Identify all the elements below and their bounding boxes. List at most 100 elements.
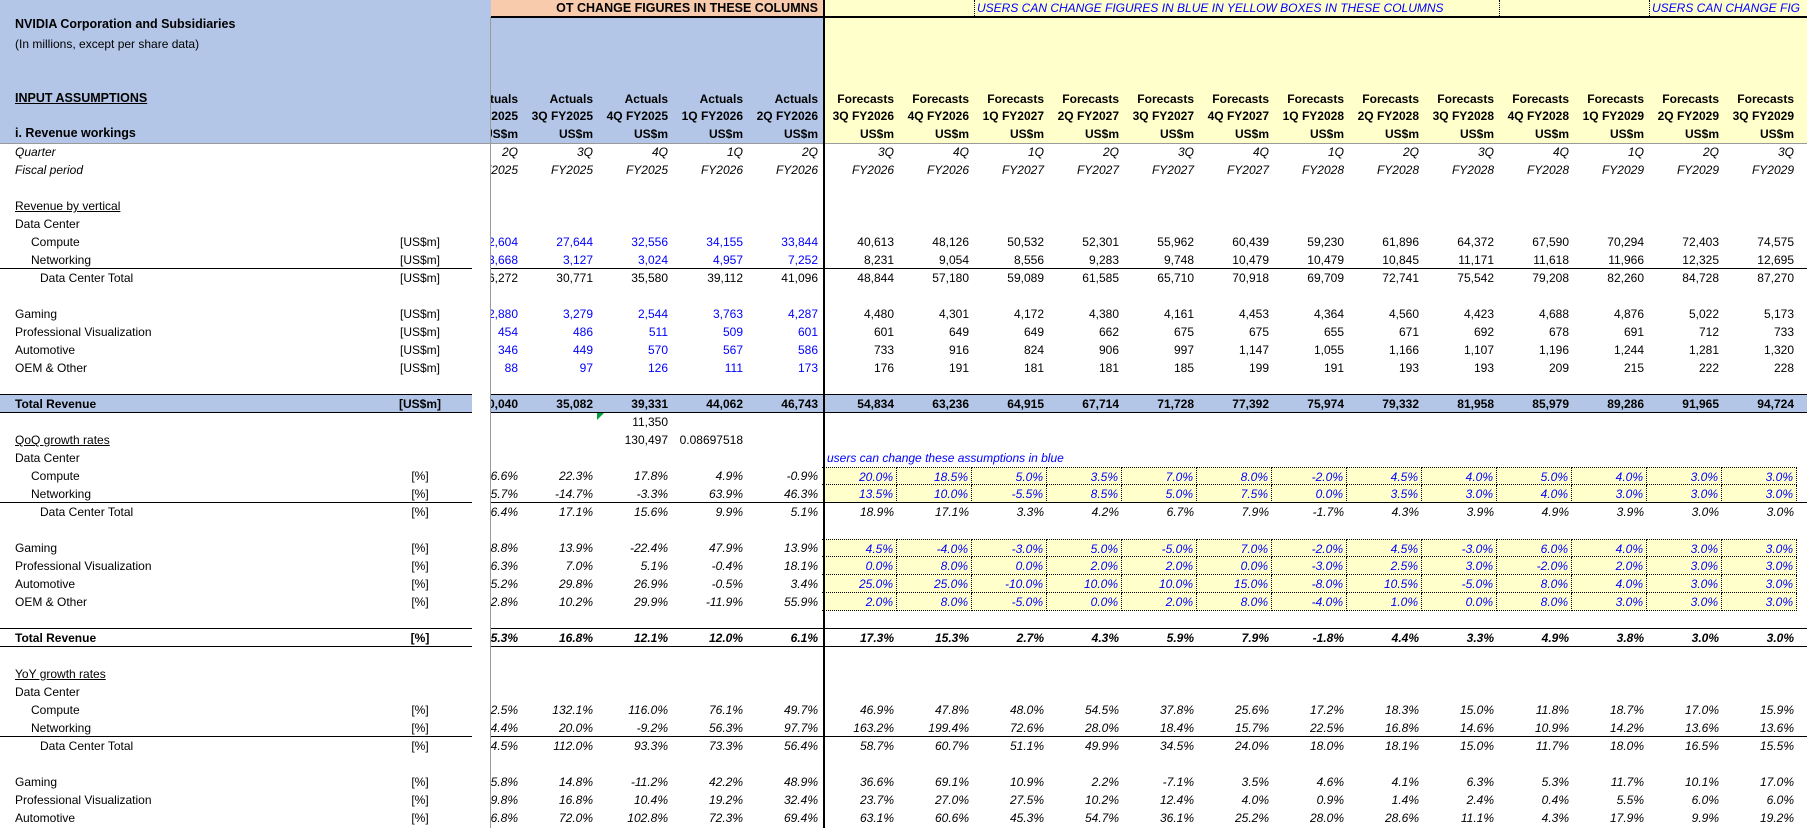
- assumption-input-cell[interactable]: 7.5%: [1197, 485, 1272, 503]
- column-header-type: Actuals: [521, 90, 596, 108]
- cell-value: 191: [1272, 359, 1347, 377]
- assumption-input-cell[interactable]: -3.0%: [1422, 539, 1497, 557]
- assumption-input-cell[interactable]: 4.0%: [1572, 575, 1647, 593]
- assumption-input-cell[interactable]: 8.0%: [1197, 467, 1272, 485]
- assumption-input-cell[interactable]: -4.0%: [897, 539, 972, 557]
- comment-indicator-icon[interactable]: [597, 413, 604, 420]
- assumption-input-cell[interactable]: 0.0%: [1047, 593, 1122, 611]
- assumption-input-cell[interactable]: -5.0%: [1122, 539, 1197, 557]
- assumption-input-cell[interactable]: 8.0%: [897, 557, 972, 575]
- assumption-input-cell[interactable]: -3.0%: [1272, 557, 1347, 575]
- cell-text: 3Q: [576, 145, 593, 159]
- assumption-input-cell[interactable]: 7.0%: [1122, 467, 1197, 485]
- assumption-input-cell[interactable]: 20.0%: [822, 467, 897, 485]
- assumption-input-cell[interactable]: -8.0%: [1272, 575, 1347, 593]
- assumption-input-cell[interactable]: 8.0%: [1497, 575, 1572, 593]
- cell-text: 7.0%: [565, 559, 593, 573]
- assumption-input-cell[interactable]: 8.5%: [1047, 485, 1122, 503]
- assumption-input-cell[interactable]: 5.0%: [1047, 539, 1122, 557]
- assumption-input-cell[interactable]: -5.5%: [972, 485, 1047, 503]
- assumption-input-cell[interactable]: 3.5%: [1347, 485, 1422, 503]
- cell-value: 9,748: [1122, 251, 1197, 269]
- assumption-input-cell[interactable]: 3.0%: [1422, 485, 1497, 503]
- assumption-input-cell[interactable]: 2.5%: [1347, 557, 1422, 575]
- cell-value: 163.2%: [822, 719, 897, 737]
- cell-value: 59,230: [1272, 233, 1347, 251]
- cell-text: 52,301: [1082, 235, 1119, 249]
- assumption-input-cell[interactable]: 0.0%: [822, 557, 897, 575]
- assumption-input-cell[interactable]: 4.5%: [822, 539, 897, 557]
- assumption-input-cell[interactable]: -10.0%: [972, 575, 1047, 593]
- actuals-forecasts-divider: [823, 0, 825, 828]
- assumption-input-cell[interactable]: -2.0%: [1497, 557, 1572, 575]
- assumption-input-cell[interactable]: 2.0%: [1122, 557, 1197, 575]
- assumption-input-cell[interactable]: 4.0%: [1497, 485, 1572, 503]
- assumption-input-cell[interactable]: 3.0%: [1722, 467, 1797, 485]
- cell-value: 3.8%: [1572, 629, 1647, 647]
- assumption-input-cell[interactable]: -4.0%: [1272, 593, 1347, 611]
- assumption-input-cell[interactable]: 3.0%: [1572, 485, 1647, 503]
- assumption-input-cell[interactable]: 8.0%: [1197, 593, 1272, 611]
- assumption-input-cell[interactable]: 3.0%: [1722, 557, 1797, 575]
- assumption-input-cell[interactable]: -5.0%: [972, 593, 1047, 611]
- assumption-input-cell[interactable]: -5.0%: [1422, 575, 1497, 593]
- assumption-input-cell[interactable]: 3.0%: [1647, 557, 1722, 575]
- column-header-period: 3Q FY2026: [822, 107, 897, 125]
- column-header-text: US$m: [1234, 127, 1269, 141]
- assumption-input-cell[interactable]: 4.5%: [1347, 467, 1422, 485]
- assumption-input-cell[interactable]: 0.0%: [1272, 485, 1347, 503]
- assumption-input-cell[interactable]: 3.0%: [1722, 575, 1797, 593]
- assumption-input-cell[interactable]: 4.5%: [1347, 539, 1422, 557]
- assumption-input-cell[interactable]: 3.0%: [1572, 593, 1647, 611]
- assumption-input-cell[interactable]: 3.0%: [1722, 539, 1797, 557]
- assumption-input-cell[interactable]: 13.5%: [822, 485, 897, 503]
- assumption-input-cell[interactable]: 25.0%: [897, 575, 972, 593]
- assumption-input-cell[interactable]: -3.0%: [972, 539, 1047, 557]
- assumption-input-cell[interactable]: -2.0%: [1272, 539, 1347, 557]
- assumption-input-cell[interactable]: 2.0%: [1122, 593, 1197, 611]
- cell-text: 3.0%: [1765, 487, 1793, 501]
- cell-value: 55.9%: [746, 593, 821, 611]
- column-header-text: 3Q FY2028: [1432, 109, 1494, 123]
- assumption-input-cell[interactable]: 3.0%: [1647, 485, 1722, 503]
- assumption-input-cell[interactable]: 10.5%: [1347, 575, 1422, 593]
- assumption-input-cell[interactable]: 18.5%: [897, 467, 972, 485]
- assumption-input-cell[interactable]: 3.5%: [1047, 467, 1122, 485]
- cell-text: 2,604: [491, 235, 518, 249]
- assumption-input-cell[interactable]: 2.0%: [1047, 557, 1122, 575]
- assumption-input-cell[interactable]: 8.0%: [897, 593, 972, 611]
- assumption-input-cell[interactable]: 0.0%: [1197, 557, 1272, 575]
- assumption-input-cell[interactable]: 3.0%: [1647, 467, 1722, 485]
- assumption-input-cell[interactable]: 4.0%: [1572, 467, 1647, 485]
- assumption-input-cell[interactable]: 0.0%: [1422, 593, 1497, 611]
- assumption-input-cell[interactable]: 3.0%: [1647, 575, 1722, 593]
- assumption-input-cell[interactable]: 5.0%: [972, 467, 1047, 485]
- cell-value: 32.4%: [746, 791, 821, 809]
- assumption-input-cell[interactable]: 3.0%: [1647, 593, 1722, 611]
- assumption-input-cell[interactable]: 4.0%: [1572, 539, 1647, 557]
- assumption-input-cell[interactable]: 5.0%: [1497, 467, 1572, 485]
- assumption-input-cell[interactable]: 25.0%: [822, 575, 897, 593]
- assumption-input-cell[interactable]: 3.0%: [1722, 485, 1797, 503]
- assumption-input-cell[interactable]: 10.0%: [897, 485, 972, 503]
- assumption-input-cell[interactable]: 15.0%: [1197, 575, 1272, 593]
- assumption-input-cell[interactable]: -2.0%: [1272, 467, 1347, 485]
- assumption-input-cell[interactable]: 3.0%: [1647, 539, 1722, 557]
- cell-value: 10.1%: [1647, 773, 1722, 791]
- assumption-input-cell[interactable]: 10.0%: [1047, 575, 1122, 593]
- cell-value: 13.6%: [1722, 719, 1797, 737]
- assumption-input-cell[interactable]: 8.0%: [1497, 593, 1572, 611]
- assumption-input-cell[interactable]: 5.0%: [1122, 485, 1197, 503]
- table-row: Revenue by vertical: [0, 197, 1807, 215]
- assumption-input-cell[interactable]: 6.0%: [1497, 539, 1572, 557]
- assumption-input-cell[interactable]: 0.0%: [972, 557, 1047, 575]
- assumption-input-cell[interactable]: 2.0%: [1572, 557, 1647, 575]
- assumption-input-cell[interactable]: 7.0%: [1197, 539, 1272, 557]
- cell-text: 7.0%: [1240, 542, 1268, 556]
- assumption-input-cell[interactable]: 2.0%: [822, 593, 897, 611]
- assumption-input-cell[interactable]: 1.0%: [1347, 593, 1422, 611]
- assumption-input-cell[interactable]: 3.0%: [1722, 593, 1797, 611]
- assumption-input-cell[interactable]: 3.0%: [1422, 557, 1497, 575]
- assumption-input-cell[interactable]: 4.0%: [1422, 467, 1497, 485]
- assumption-input-cell[interactable]: 10.0%: [1122, 575, 1197, 593]
